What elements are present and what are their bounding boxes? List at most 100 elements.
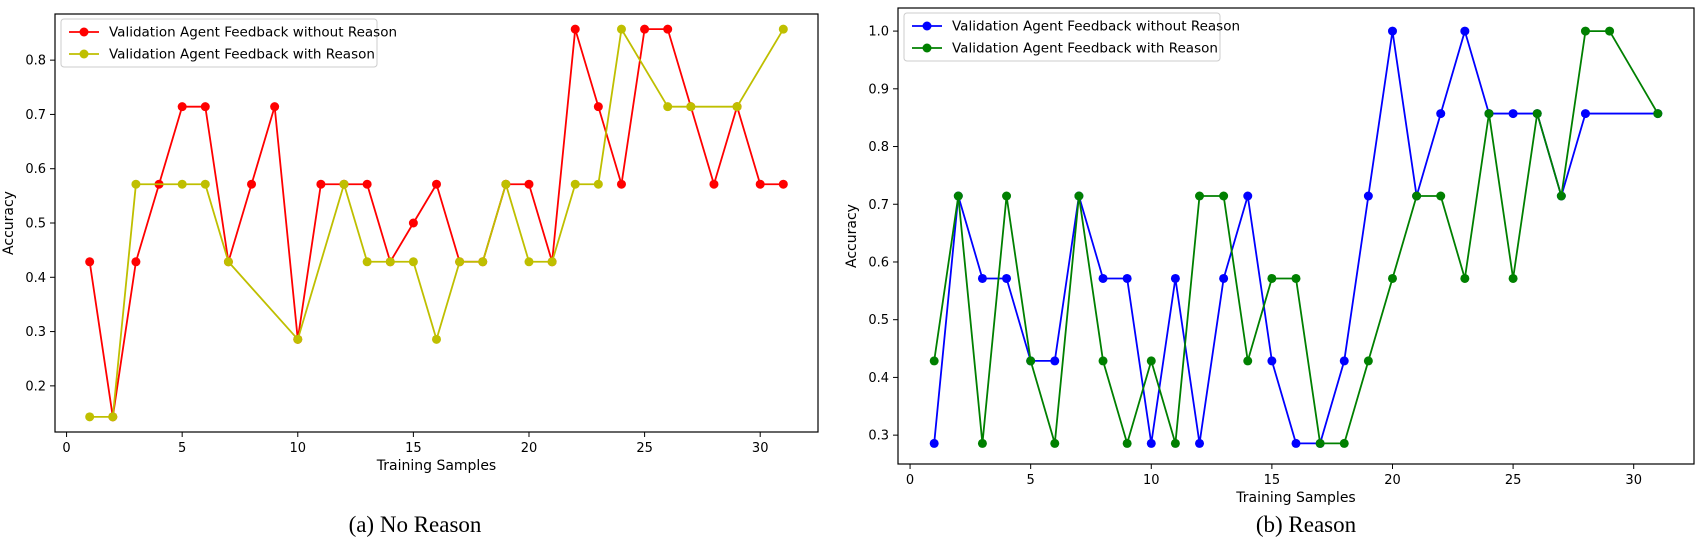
data-point [408, 257, 418, 267]
data-point [616, 179, 626, 189]
data-point [1146, 356, 1156, 366]
data-point [1339, 438, 1349, 448]
x-tick-label: 0 [906, 473, 914, 488]
data-point [1412, 191, 1422, 201]
legend-marker [79, 27, 89, 37]
data-point [501, 179, 511, 189]
data-point [1315, 438, 1325, 448]
data-point [663, 24, 673, 34]
data-point [108, 412, 118, 422]
plot-frame [897, 7, 1695, 465]
data-point [1195, 191, 1205, 201]
data-point [478, 257, 488, 267]
data-point [953, 191, 963, 201]
data-point [1387, 273, 1397, 283]
data-point [1195, 438, 1205, 448]
data-point [270, 102, 280, 112]
data-point [663, 102, 673, 112]
legend-box [60, 18, 378, 68]
data-point [709, 179, 719, 189]
x-tick-label: 10 [289, 441, 306, 456]
data-point [1580, 109, 1590, 119]
chart-b: 0 5 10 15 20 25 30 0.3 0.4 0.5 0.6 0.7 0.8 0.9 1.0 Trai… [844, 7, 1695, 537]
legend-marker [922, 21, 932, 31]
series-line-1 [933, 30, 1658, 445]
legend: Validation Agent Feedback without Reason… [903, 12, 1240, 62]
legend-label: Validation Agent Feedback without Reason [952, 19, 1240, 35]
x-tick-label: 25 [636, 441, 653, 456]
data-point [200, 179, 210, 189]
chart-caption: (b) Reason [1256, 512, 1357, 537]
data-point [1002, 191, 1012, 201]
x-axis-label: Training Samples [376, 458, 496, 474]
y-tick-label: 0.4 [868, 371, 889, 386]
x-tick-label: 0 [62, 441, 70, 456]
data-point [929, 356, 939, 366]
data-point [524, 257, 534, 267]
y-tick-label: 0.8 [25, 54, 46, 69]
data-point [408, 218, 418, 228]
y-tick-label: 0.8 [868, 140, 889, 155]
y-tick-label: 0.2 [25, 379, 46, 394]
y-tick-label: 0.3 [25, 325, 46, 340]
data-point [1653, 109, 1663, 119]
data-point [1460, 273, 1470, 283]
data-point [1146, 438, 1156, 448]
data-point [640, 24, 650, 34]
x-tick-label: 30 [1625, 473, 1642, 488]
data-point [1363, 191, 1373, 201]
data-point [432, 334, 441, 344]
data-point [593, 179, 603, 189]
y-tick-label: 0.9 [868, 82, 889, 97]
x-tick-label: 20 [1384, 473, 1401, 488]
data-point [1339, 356, 1349, 366]
chart-caption: (a) No Reason [349, 512, 482, 537]
data-point [455, 257, 465, 267]
x-tick-label: 15 [405, 441, 422, 456]
data-point [1605, 26, 1615, 36]
data-point [200, 102, 210, 112]
series-line-2 [89, 28, 785, 418]
data-point [1532, 109, 1542, 119]
data-point [1098, 356, 1108, 366]
data-point [686, 102, 696, 112]
legend-box [903, 12, 1221, 62]
data-point [1074, 191, 1084, 201]
data-point [85, 412, 95, 422]
legend-label: Validation Agent Feedback with Reason [952, 41, 1218, 57]
data-point [778, 179, 788, 189]
data-point [223, 257, 233, 267]
data-point [293, 334, 303, 344]
data-point [755, 179, 765, 189]
data-point [732, 102, 742, 112]
y-axis-label: Accuracy [1, 191, 17, 255]
data-point [1484, 109, 1494, 119]
data-point [1122, 438, 1132, 448]
data-point [1291, 438, 1301, 448]
legend: Validation Agent Feedback without Reason… [60, 18, 397, 68]
data-point [1122, 273, 1132, 283]
data-point [570, 179, 580, 189]
data-point [316, 179, 326, 189]
data-point [616, 24, 626, 34]
y-tick-label: 0.3 [868, 429, 889, 444]
legend-marker [922, 43, 932, 53]
data-point [362, 257, 372, 267]
data-point [1387, 26, 1397, 36]
data-point [977, 273, 987, 283]
x-tick-label: 5 [1027, 473, 1035, 488]
data-point [1460, 26, 1470, 36]
data-point [778, 24, 788, 34]
data-point [1436, 191, 1446, 201]
data-point [1436, 109, 1446, 119]
y-tick-label: 0.4 [25, 271, 46, 286]
data-point [570, 24, 580, 34]
data-point [1050, 356, 1060, 366]
series-line-1 [88, 28, 784, 418]
y-tick-label: 0.5 [868, 313, 889, 328]
data-point [1508, 273, 1518, 283]
chart-a: 0 5 10 15 20 25 30 0.2 0.3 0.4 0.5 0.6 0.7 0.8 Trainin… [1, 13, 819, 537]
data-point [1219, 273, 1229, 283]
data-point [1002, 273, 1012, 283]
x-tick-label: 5 [178, 441, 186, 456]
